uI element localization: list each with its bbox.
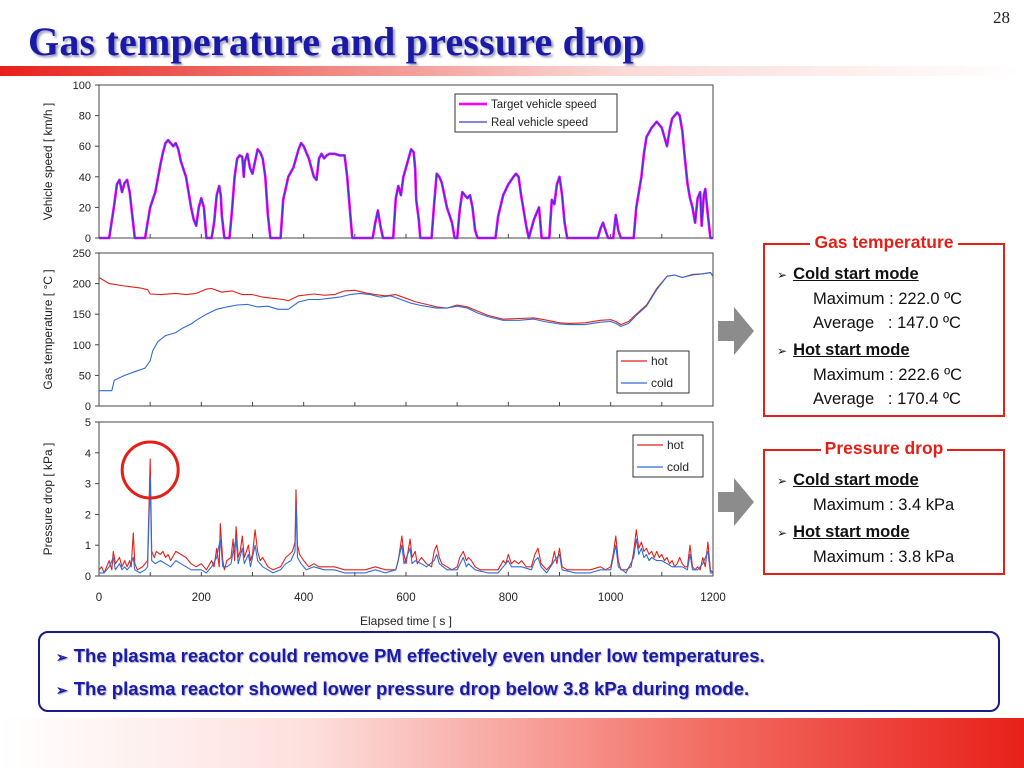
conclusion-box: ➢ The plasma reactor could remove PM effe… [38,631,1000,712]
plot-area [98,84,714,239]
right-arrow-icon [718,307,754,355]
series-line [99,476,713,574]
cold-start-title: Cold start mode [793,265,919,283]
y-tick-label: 1 [85,540,91,552]
series-line [99,111,713,239]
y-tick-label: 0 [85,233,91,245]
y-axis-label: Vehicle speed [ km/h ] [41,103,55,220]
y-tick-label: 5 [85,417,91,429]
cold-max-value: Maximum : 3.4 kPa [813,496,955,514]
x-tick-label: 800 [499,592,518,604]
chart-legend: hot cold [616,350,690,394]
bullet-arrow-icon: ➢ [777,474,788,488]
cold-start-item: ➢ Cold start mode [777,265,919,284]
series-line [99,272,714,392]
legend-box [632,434,704,478]
y-tick-label: 100 [73,340,91,352]
pressure-drop-box: Pressure drop ➢ Cold start mode Maximum :… [763,438,1005,575]
legend-label: Target vehicle speed [491,99,596,111]
chart-panel: 250 200 150 100 50 0 Gas temperature [ °C ] hot… [41,248,714,413]
right-arrow-icon [718,478,754,526]
y-tick-label: 150 [73,309,91,321]
y-tick-label: 3 [85,479,91,491]
title-underline-band [0,66,1024,76]
cold-start-item: ➢ Cold start mode [777,471,919,490]
y-axis-label: Pressure drop [ kPa ] [41,443,55,556]
y-tick-label: 0 [85,401,91,413]
bullet-arrow-icon: ➢ [777,268,788,282]
legend-box [616,350,690,394]
x-tick-label: 600 [396,592,415,604]
hot-start-item: ➢ Hot start mode [777,523,910,542]
conclusion-line: ➢ The plasma reactor showed lower pressur… [56,678,749,700]
y-tick-label: 0 [85,571,91,583]
x-tick-label: 200 [192,592,211,604]
chart-panel: 5 4 3 2 1 00 200 400 600 800 1000 1200 Elapsed time … [41,417,726,628]
hot-max-value: Maximum : 222.6 ºC [813,366,963,384]
pressure-drop-heading: Pressure drop [820,438,948,458]
hot-start-item: ➢ Hot start mode [777,341,910,360]
bottom-gradient-band [0,718,1024,768]
y-tick-label: 2 [85,509,91,521]
conclusion-text: The plasma reactor could remove PM effec… [73,645,765,666]
series-line [98,272,714,326]
x-tick-label: 1200 [700,592,726,604]
x-axis-label: Elapsed time [ s ] [360,614,452,628]
x-tick-label: 400 [294,592,313,604]
peak-highlight-circle [120,440,180,500]
slide-title: Gas temperature and pressure drop [28,19,645,64]
plot-area [98,421,714,577]
hot-max-value: Maximum : 3.8 kPa [813,548,955,566]
conclusion-text: The plasma reactor showed lower pressure… [73,678,750,699]
legend-label: cold [667,460,689,474]
y-tick-label: 200 [73,279,91,291]
y-tick-label: 60 [79,141,91,153]
series-line [98,458,714,574]
cold-max-value: Maximum : 222.0 ºC [813,290,963,308]
cold-avg-value: Average : 147.0 ºC [813,314,961,332]
y-axis-label: Gas temperature [ °C ] [41,269,55,389]
bullet-arrow-icon: ➢ [777,344,788,358]
hot-start-title: Hot start mode [793,523,910,541]
bullet-arrow-icon: ➢ [56,682,68,698]
x-tick-label: 0 [96,592,102,604]
gas-temperature-heading: Gas temperature [810,232,958,252]
conclusion-line: ➢ The plasma reactor could remove PM effe… [56,645,765,667]
y-tick-label: 40 [79,172,91,184]
legend-label: cold [651,376,673,390]
y-tick-label: 80 [79,111,91,123]
hot-avg-value: Average : 170.4 ºC [813,390,961,408]
chart-legend: Target vehicle speed Real vehicle speed [454,93,618,133]
y-tick-label: 250 [73,248,91,260]
legend-label: hot [651,354,668,368]
y-tick-label: 20 [79,202,91,214]
chart-panel: 100 80 60 40 20 0 Vehicle speed [ km/h ] Target… [41,80,714,245]
x-tick-label: 1000 [598,592,624,604]
legend-box [454,93,618,133]
chart-legend: hot cold [632,434,704,478]
y-tick-label: 100 [73,80,91,92]
page-number: 28 [993,8,1010,27]
y-tick-label: 4 [85,448,91,460]
hot-start-title: Hot start mode [793,341,910,359]
cold-start-title: Cold start mode [793,471,919,489]
gas-temperature-box: Gas temperature ➢ Cold start mode Maximum… [763,232,1005,417]
plot-area [98,252,714,407]
bullet-arrow-icon: ➢ [777,526,788,540]
bullet-arrow-icon: ➢ [56,649,68,665]
legend-label: hot [667,438,684,452]
legend-label: Real vehicle speed [491,117,588,129]
y-tick-label: 50 [79,370,91,382]
